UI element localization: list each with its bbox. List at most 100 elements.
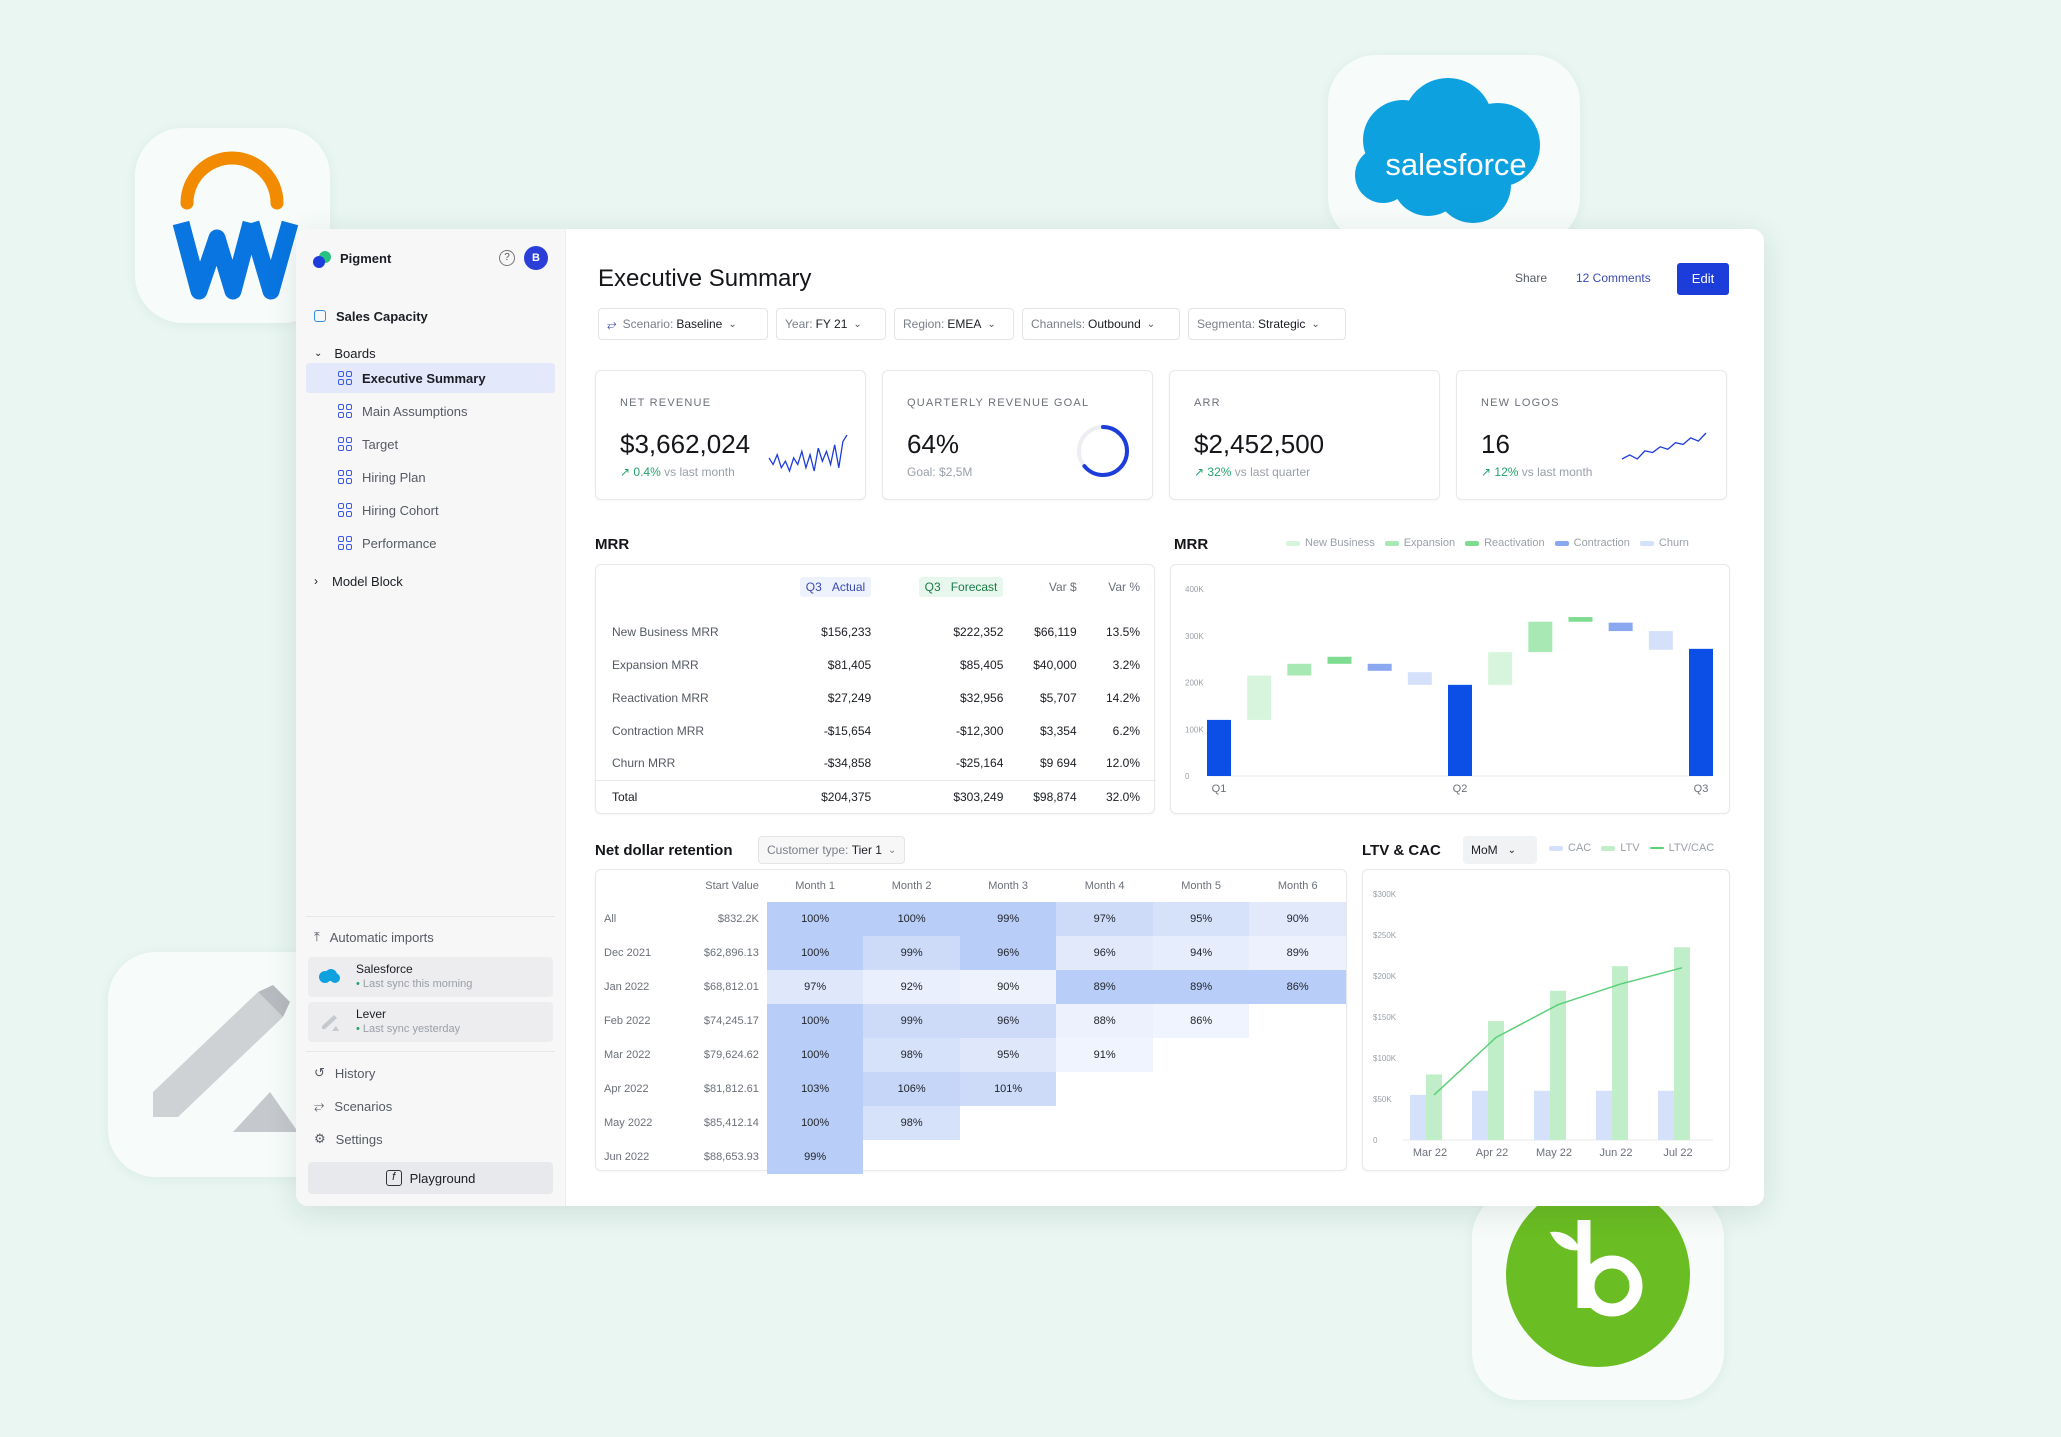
board-label: Target — [362, 436, 399, 452]
kpi-arr: ARR $2,452,500 ↗ 32% vs last quarter — [1169, 370, 1440, 500]
y-tick-label: 0 — [1185, 772, 1190, 781]
period-select[interactable]: MoM ⌄ — [1463, 836, 1537, 864]
sidebar-board-item[interactable]: Executive Summary — [306, 363, 555, 393]
q3-actual-badge: Q3 Actual — [799, 577, 872, 597]
model-block-label: Model Block — [332, 573, 403, 589]
table-cell: 12.0% — [1105, 756, 1140, 771]
x-tick-label: Q3 — [1694, 783, 1709, 795]
y-tick-label: 100K — [1185, 725, 1204, 734]
gear-icon: ⚙ — [314, 1131, 326, 1146]
sidebar-board-item[interactable]: Hiring Plan — [306, 462, 555, 492]
kpi-new-logos: NEW LOGOS 16 ↗ 12% vs last month — [1456, 370, 1727, 500]
table-row: New Business MRR $156,233 $222,352 $66,119 1… — [596, 615, 1156, 648]
q3-forecast-badge: Q3 Forecast — [918, 577, 1004, 597]
sidebar-settings[interactable]: ⚙ Settings — [306, 1124, 555, 1154]
kpi-title: NET REVENUE — [620, 397, 712, 409]
customer-type-filter[interactable]: Customer type: Tier 1 ⌄ — [758, 836, 906, 864]
board-label: Main Assumptions — [362, 403, 468, 419]
sidebar-board-item[interactable]: Main Assumptions — [306, 396, 555, 426]
chevron-down-icon: ⌄ — [853, 318, 862, 330]
legend-swatch — [1286, 540, 1300, 546]
import-lever[interactable]: Lever • Last sync yesterday — [308, 1002, 553, 1042]
ndr-row: Jan 2022 $68,812.01 97% 92% 90% 89% 89% 86% — [596, 970, 1346, 1004]
table-cell: 32.0% — [1105, 789, 1140, 804]
board-grid-icon — [338, 470, 352, 484]
goal-progress-ring — [1077, 425, 1129, 477]
waterfall-bar — [1528, 621, 1553, 653]
mrr-chart-legend: New Business Expansion Reactivation Cont… — [1276, 537, 1689, 549]
kpi-delta: ↗ 0.4% vs last month — [620, 465, 735, 479]
help-icon[interactable]: ? — [499, 250, 515, 266]
filter-region[interactable]: Region: EMEA ⌄ — [894, 308, 1014, 340]
waterfall-bar — [1488, 652, 1513, 685]
ndr-cell: 100% — [766, 1004, 864, 1038]
ndr-cell: 100% — [766, 1038, 864, 1072]
divider — [306, 1051, 555, 1052]
legend-swatch — [1601, 845, 1616, 851]
y-tick-label: 200K — [1185, 679, 1204, 688]
edit-button[interactable]: Edit — [1677, 263, 1729, 295]
table-cell: -$34,858 — [823, 756, 872, 771]
table-cell: Reactivation MRR — [612, 690, 709, 705]
import-salesforce[interactable]: Salesforce • Last sync this morning — [308, 957, 553, 997]
sidebar-board-item[interactable]: Performance — [306, 528, 555, 558]
comments-button[interactable]: 12 Comments — [1576, 271, 1651, 285]
board-grid-icon — [338, 503, 352, 517]
chevron-down-icon: ⌄ — [1507, 844, 1517, 856]
sidebar-scenarios[interactable]: ⥂ Scenarios — [306, 1091, 555, 1121]
kpi-goal: Goal: $2,5M — [907, 465, 973, 479]
filter-scenario[interactable]: ⥂ Scenario: Baseline ⌄ — [598, 308, 768, 340]
kpi-value: 16 — [1481, 429, 1510, 459]
ltv-cac-line — [1433, 967, 1683, 1096]
ltv-bar — [1612, 966, 1628, 1140]
cac-bar — [1410, 1094, 1426, 1140]
sparkline-path — [768, 434, 848, 473]
sidebar: Pigment ? B Sales Capacity ⌄ Boards Exec… — [296, 229, 566, 1206]
bamboohr-tile — [1472, 1183, 1724, 1400]
share-button[interactable]: Share — [1515, 271, 1548, 285]
legend-swatch — [1465, 540, 1480, 546]
table-cell: 13.5% — [1105, 624, 1140, 639]
legend-swatch — [1554, 540, 1569, 546]
table-cell: Total — [612, 789, 638, 804]
board-label: Performance — [362, 535, 437, 551]
ndr-cell: $74,245.17 — [703, 1015, 759, 1027]
user-avatar[interactable]: B — [524, 246, 548, 270]
waterfall-bar — [1568, 617, 1593, 622]
mrr-chart-title: MRR — [1174, 536, 1209, 553]
sidebar-model-block[interactable]: › Model Block — [306, 566, 555, 596]
sidebar-boards-group[interactable]: ⌄ Boards — [306, 338, 555, 368]
ndr-cell: Dec 2021 — [604, 947, 652, 959]
mrr-table-header: Q3 Actual Q3 Forecast Var $ Var % — [596, 565, 1156, 609]
page-title: Executive Summary — [598, 265, 812, 292]
ndr-cell: Jan 2022 — [604, 981, 650, 993]
ndr-cell: $85,412.14 — [703, 1117, 759, 1129]
table-cell: $3,354 — [1039, 723, 1077, 738]
ndr-cell: 86% — [1249, 970, 1346, 1004]
ltv-bar — [1550, 990, 1566, 1140]
automatic-imports[interactable]: ⤒ Automatic imports — [306, 922, 555, 952]
sidebar-board-item[interactable]: Hiring Cohort — [306, 495, 555, 525]
y-tick-label: $50K — [1373, 1095, 1392, 1104]
mrr-waterfall-chart: 400K 300K 200K 100K 0 Q1 Q2 Q3 — [1185, 585, 1713, 795]
legend-label: CAC — [1568, 842, 1592, 854]
ndr-column-header — [596, 870, 686, 902]
x-tick-label: May 22 — [1536, 1147, 1572, 1159]
sidebar-board-item[interactable]: Target — [306, 429, 555, 459]
sidebar-history[interactable]: ↺ History — [306, 1058, 555, 1088]
playground-button[interactable]: f Playground — [308, 1162, 553, 1194]
ndr-cell — [863, 1140, 960, 1174]
board-grid-icon — [338, 404, 352, 418]
filter-year[interactable]: Year: FY 21 ⌄ — [776, 308, 886, 340]
ndr-cell: $88,653.93 — [703, 1151, 759, 1163]
app-window: Pigment ? B Sales Capacity ⌄ Boards Exec… — [296, 229, 1764, 1206]
scenarios-label: Scenarios — [334, 1098, 393, 1114]
filter-segmenta[interactable]: Segmenta: Strategic ⌄ — [1188, 308, 1346, 340]
filter-label: Year: — [785, 317, 813, 331]
ndr-cell: Feb 2022 — [604, 1015, 651, 1027]
filter-channels[interactable]: Channels: Outbound ⌄ — [1022, 308, 1180, 340]
ltv-cac-card: $300K $250K $200K $150K $100K $50K 0 Mar 22 Apr … — [1362, 869, 1730, 1171]
kpi-value: $2,452,500 — [1194, 429, 1325, 459]
sidebar-workspace[interactable]: Sales Capacity — [306, 301, 555, 331]
ndr-cell: 99% — [766, 1140, 864, 1174]
